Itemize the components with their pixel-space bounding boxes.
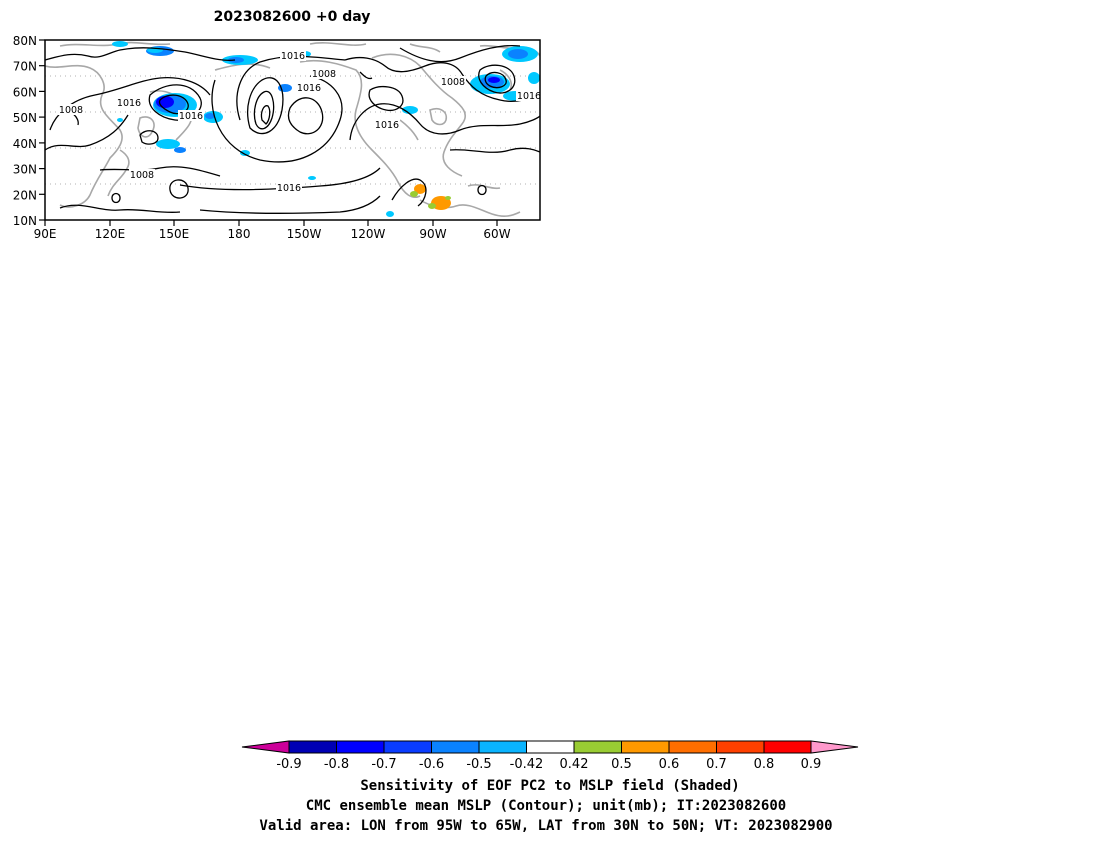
lat-label: 20N	[13, 188, 37, 202]
colorbar-tick-label: -0.5	[466, 757, 491, 772]
lat-label: 50N	[13, 111, 37, 125]
lat-label: 30N	[13, 163, 37, 177]
colorbar-segment	[716, 740, 765, 754]
contour-label: 1016	[297, 83, 321, 94]
contour-labels: 1016 1008 1016 1008 1016 1008 1016 1016 …	[58, 50, 541, 194]
colorbar-tick-label: 0.6	[659, 757, 680, 772]
contour-label: 1008	[59, 105, 83, 116]
contour-label: 1016	[517, 91, 541, 102]
caption-line-2: CMC ensemble mean MSLP (Contour); unit(m…	[306, 798, 786, 814]
colorbar-segment	[383, 740, 432, 754]
colorbar-tick-label: 0.9	[801, 757, 822, 772]
colorbar-tick-label: 0.7	[706, 757, 727, 772]
lat-axis: 80N 70N 60N 50N 40N 30N 20N 10N	[13, 34, 45, 228]
contour-label: 1016	[179, 111, 203, 122]
colorbar-segment	[478, 740, 527, 754]
lat-label: 10N	[13, 214, 37, 228]
colorbar-tick-label: -0.6	[419, 757, 444, 772]
lon-label: 120W	[351, 227, 386, 241]
colorbar-tick-label: 0.8	[754, 757, 775, 772]
lon-label: 150W	[287, 227, 322, 241]
lon-label: 120E	[95, 227, 126, 241]
lon-label: 90W	[419, 227, 446, 241]
mslp-contours	[45, 44, 540, 214]
colorbar-segment	[668, 740, 717, 754]
colorbar-segment	[288, 740, 337, 754]
colorbar-segment	[526, 740, 575, 754]
colorbar-tick-label: -0.42	[510, 757, 544, 772]
colorbar-tick-label: 0.42	[560, 757, 589, 772]
colorbar-arrow-left	[241, 740, 290, 754]
contour-label: 1016	[117, 98, 141, 109]
lat-label: 70N	[13, 60, 37, 74]
caption-line-1: Sensitivity of EOF PC2 to MSLP field (Sh…	[360, 778, 739, 794]
colorbar-segment	[763, 740, 812, 754]
contour-label: 1016	[375, 120, 399, 131]
map-panel: 1016 1008 1016 1008 1016 1008 1016 1016 …	[13, 34, 541, 241]
lon-label: 90E	[34, 227, 57, 241]
colorbar-tick-label: -0.9	[276, 757, 301, 772]
colorbar-segment	[621, 740, 670, 754]
colorbar-segment	[573, 740, 622, 754]
lat-label: 60N	[13, 85, 37, 99]
colorbar-segment	[431, 740, 480, 754]
lon-axis: 90E 120E 150E 180 150W 120W 90W 60W	[34, 220, 511, 241]
caption-line-3: Valid area: LON from 95W to 65W, LAT fro…	[259, 818, 832, 834]
contour-label: 1016	[281, 51, 305, 62]
lat-label: 40N	[13, 137, 37, 151]
colorbar-segment	[336, 740, 385, 754]
contour-label: 1008	[441, 77, 465, 88]
contour-label: 1016	[277, 183, 301, 194]
map-frame	[44, 39, 541, 221]
contour-label: 1008	[130, 170, 154, 181]
colorbar-tick-label: -0.8	[324, 757, 349, 772]
colorbar: -0.9 -0.8 -0.7 -0.6 -0.5 -0.42 0.42 0.5 …	[241, 740, 859, 772]
colorbar-tick-label: 0.5	[611, 757, 632, 772]
colorbar-arrow-right	[810, 740, 859, 754]
colorbar-tick-label: -0.7	[371, 757, 396, 772]
lon-label: 60W	[483, 227, 510, 241]
lat-label: 80N	[13, 34, 37, 48]
lon-label: 180	[228, 227, 251, 241]
map-title: 2023082600 +0 day	[214, 9, 371, 25]
lon-label: 150E	[159, 227, 190, 241]
contour-label: 1008	[312, 69, 336, 80]
